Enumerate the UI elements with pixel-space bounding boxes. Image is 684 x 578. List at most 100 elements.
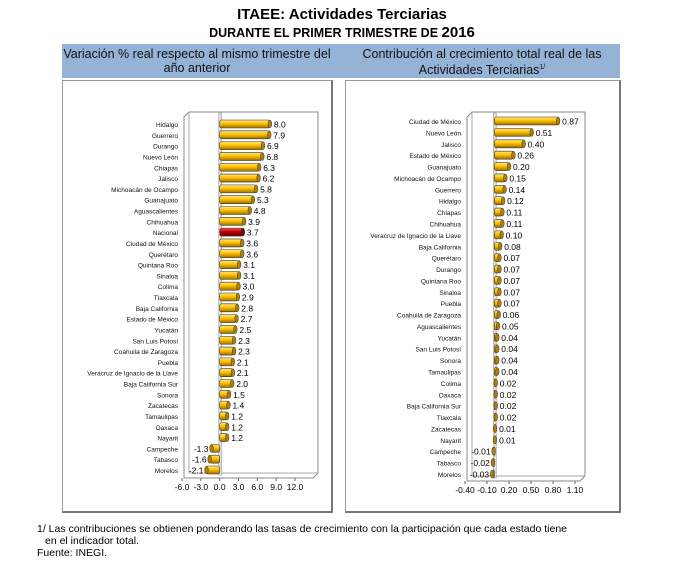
bar bbox=[219, 184, 257, 194]
bar-end-cap bbox=[260, 152, 265, 161]
bar bbox=[219, 227, 244, 237]
category-label: Veracruz de Ignacio de la Llave bbox=[87, 371, 178, 378]
bar-end-cap bbox=[234, 314, 239, 323]
bar-end-cap bbox=[240, 227, 245, 237]
bar-end-cap bbox=[267, 119, 272, 129]
bar-end-cap bbox=[226, 400, 231, 410]
bar-end-cap bbox=[260, 141, 266, 150]
category-label: San Luis Potosí bbox=[132, 338, 178, 345]
bar-end-cap bbox=[237, 260, 242, 269]
data-label: 0.04 bbox=[501, 333, 518, 343]
data-label: 2.3 bbox=[238, 347, 250, 357]
data-label: -1.6 bbox=[192, 455, 207, 465]
bar bbox=[219, 292, 239, 302]
bar bbox=[494, 139, 524, 149]
right-chart-title-sup: 1/ bbox=[539, 64, 546, 71]
bar-end-cap bbox=[225, 433, 230, 442]
category-label: Oaxaca bbox=[439, 392, 462, 399]
data-label: 0.15 bbox=[509, 173, 526, 183]
bar-end-cap bbox=[230, 379, 235, 388]
bar-end-cap bbox=[230, 357, 235, 367]
category-label: Querétaro bbox=[149, 252, 179, 259]
data-label: 0.02 bbox=[500, 413, 517, 423]
bar-end-cap bbox=[247, 206, 252, 215]
category-label: Jalisco bbox=[441, 142, 461, 149]
category-label: Tamaulipas bbox=[428, 370, 462, 377]
bar-end-cap bbox=[209, 444, 214, 453]
bar bbox=[494, 162, 510, 171]
x-tick-label: 9.0 bbox=[270, 482, 282, 492]
data-label: 0.40 bbox=[528, 139, 545, 149]
bar bbox=[219, 130, 270, 140]
category-label: Tamaulipas bbox=[145, 414, 179, 421]
bar-end-cap bbox=[499, 230, 504, 240]
category-label: Sonora bbox=[440, 358, 461, 365]
category-label: Aguascalientes bbox=[134, 209, 179, 216]
footnote-line-1: 1/ Las contribuciones se obtienen ponder… bbox=[37, 523, 568, 535]
category-label: Estado de México bbox=[409, 153, 461, 160]
data-label: 0.08 bbox=[504, 242, 521, 252]
category-label: Guanajuato bbox=[427, 165, 461, 172]
bar-end-cap bbox=[497, 287, 502, 297]
bar-end-cap bbox=[237, 271, 242, 280]
bar bbox=[219, 141, 264, 150]
x-tick-label: 6.0 bbox=[251, 482, 263, 492]
data-label: 0.04 bbox=[501, 356, 518, 366]
category-label: Colima bbox=[441, 381, 462, 388]
category-label: Chihuahua bbox=[147, 219, 179, 226]
bar bbox=[219, 325, 236, 334]
bar-end-cap bbox=[521, 139, 526, 149]
bar bbox=[219, 346, 235, 356]
bar-end-cap bbox=[500, 207, 505, 217]
data-label: 5.3 bbox=[257, 195, 269, 205]
bar bbox=[219, 119, 271, 129]
data-label: 0.01 bbox=[499, 435, 516, 445]
category-label: Quintana Roo bbox=[138, 263, 178, 270]
data-label: 0.26 bbox=[517, 151, 534, 161]
bar-end-cap bbox=[493, 401, 498, 410]
bar-end-cap bbox=[502, 185, 507, 194]
category-label: Hidalgo bbox=[439, 199, 461, 206]
data-label: 1.5 bbox=[233, 390, 245, 400]
bar-end-cap bbox=[230, 368, 235, 377]
page-subtitle: DURANTE EL PRIMER TRIMESTRE DE 2016 bbox=[0, 24, 684, 41]
source-note: Fuente: INEGI. bbox=[37, 547, 108, 559]
bar-end-cap bbox=[233, 325, 238, 334]
category-label: Guerrero bbox=[152, 133, 178, 140]
data-label: 2.1 bbox=[237, 357, 249, 367]
category-label: Sonora bbox=[157, 392, 178, 399]
category-label: Ciudad de México bbox=[409, 119, 461, 126]
data-label: -0.02 bbox=[470, 458, 490, 468]
category-label: San Luis Potosí bbox=[415, 347, 461, 354]
x-tick-label: 0.20 bbox=[501, 485, 518, 495]
bar bbox=[219, 238, 243, 248]
data-label: 3.1 bbox=[243, 271, 255, 281]
category-label: Colima bbox=[158, 284, 179, 291]
bar-end-cap bbox=[493, 435, 498, 445]
x-tick-label: 0.80 bbox=[545, 485, 562, 495]
data-label: -1.3 bbox=[194, 444, 209, 454]
right-chart-title-text: Contribución al crecimiento total real d… bbox=[362, 47, 602, 78]
page-title: ITAEE: Actividades Terciarias bbox=[237, 6, 447, 23]
bar bbox=[219, 249, 243, 259]
bar-end-cap bbox=[501, 196, 506, 205]
data-label: 0.06 bbox=[503, 310, 520, 320]
category-label: Puebla bbox=[158, 360, 179, 367]
bar-end-cap bbox=[254, 184, 259, 194]
data-label: -2.1 bbox=[189, 466, 204, 476]
category-label: Durango bbox=[153, 144, 178, 151]
bar-end-cap bbox=[225, 411, 230, 421]
data-label: 0.04 bbox=[501, 344, 518, 354]
bar-end-cap bbox=[497, 298, 502, 308]
x-tick-label: -6.0 bbox=[175, 482, 190, 492]
x-tick-label: -3.0 bbox=[194, 482, 209, 492]
bar-end-cap bbox=[236, 281, 241, 291]
data-label: -0.03 bbox=[470, 470, 490, 480]
category-label: Guerrero bbox=[435, 187, 461, 194]
data-label: 3.6 bbox=[246, 249, 258, 259]
category-label: Coahuila de Zaragoza bbox=[114, 349, 178, 356]
bar-end-cap bbox=[232, 336, 237, 345]
data-label: 6.9 bbox=[267, 141, 279, 151]
category-label: Estado de México bbox=[126, 317, 178, 324]
footnote: 1/ Las contribuciones se obtienen ponder… bbox=[37, 523, 567, 559]
